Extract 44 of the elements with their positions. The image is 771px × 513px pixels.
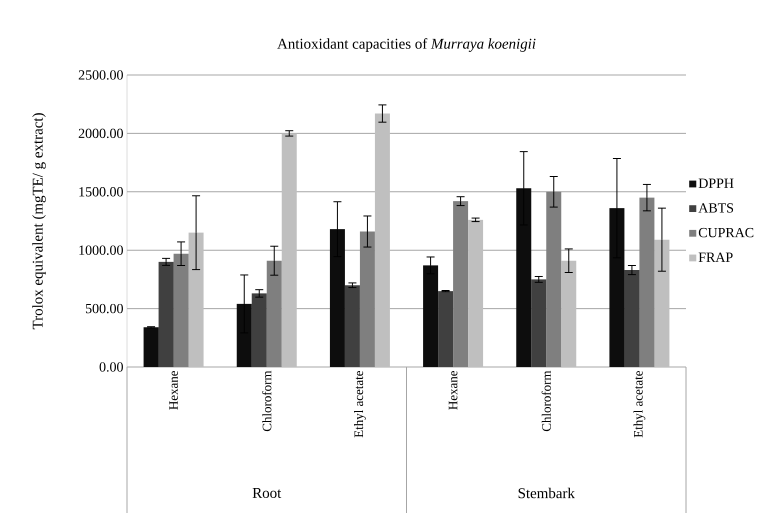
bar (624, 270, 640, 367)
bar (330, 229, 345, 367)
bar (158, 262, 174, 367)
bar (282, 133, 297, 367)
y-tick-label: 1000.00 (79, 245, 123, 255)
bar (236, 304, 252, 367)
text: Stembark (518, 488, 575, 498)
bar (561, 260, 576, 367)
bar (609, 208, 624, 367)
bar (360, 232, 375, 367)
text: Root (252, 488, 282, 498)
bar (188, 232, 204, 367)
bar (468, 220, 484, 367)
bar (174, 254, 189, 367)
x-tick-label: Ethyl acetate (354, 370, 366, 438)
y-tick-label: 2000.00 (78, 128, 123, 138)
bar (266, 260, 282, 367)
chart-title: Antioxidant capacities of Murraya koenigii (277, 38, 536, 52)
x-tick-label: Chloroform (262, 370, 272, 432)
bar (546, 192, 562, 367)
legend-label: FRAP (698, 252, 733, 262)
legend-label: CUPRAC (698, 228, 754, 238)
bar (144, 327, 159, 367)
bar (423, 265, 438, 367)
y-tick-label: 2500.00 (78, 70, 123, 80)
bar (453, 201, 468, 367)
bar (438, 291, 454, 367)
bar (252, 293, 267, 367)
y-tick-label: 0.00 (100, 362, 123, 372)
y-tick-label: 500.00 (86, 304, 123, 314)
bar (374, 114, 390, 367)
x-tick-label: Chloroform (542, 370, 551, 432)
x-tick-label: Ethyl acetate (634, 370, 646, 438)
legend-label: ABTS (698, 203, 734, 213)
bar (639, 198, 654, 367)
x-tick-label: Hexane (448, 370, 458, 410)
y-axis-title: Trolox equivalent (mgTE/ g extract) (32, 113, 46, 330)
x-tick-label: Hexane (169, 370, 178, 410)
bar (531, 279, 546, 367)
bar (654, 240, 670, 367)
bar (344, 285, 360, 367)
y-tick-label: 1500.00 (79, 187, 123, 197)
bar (516, 188, 532, 367)
legend-label: DPPH (698, 178, 734, 188)
